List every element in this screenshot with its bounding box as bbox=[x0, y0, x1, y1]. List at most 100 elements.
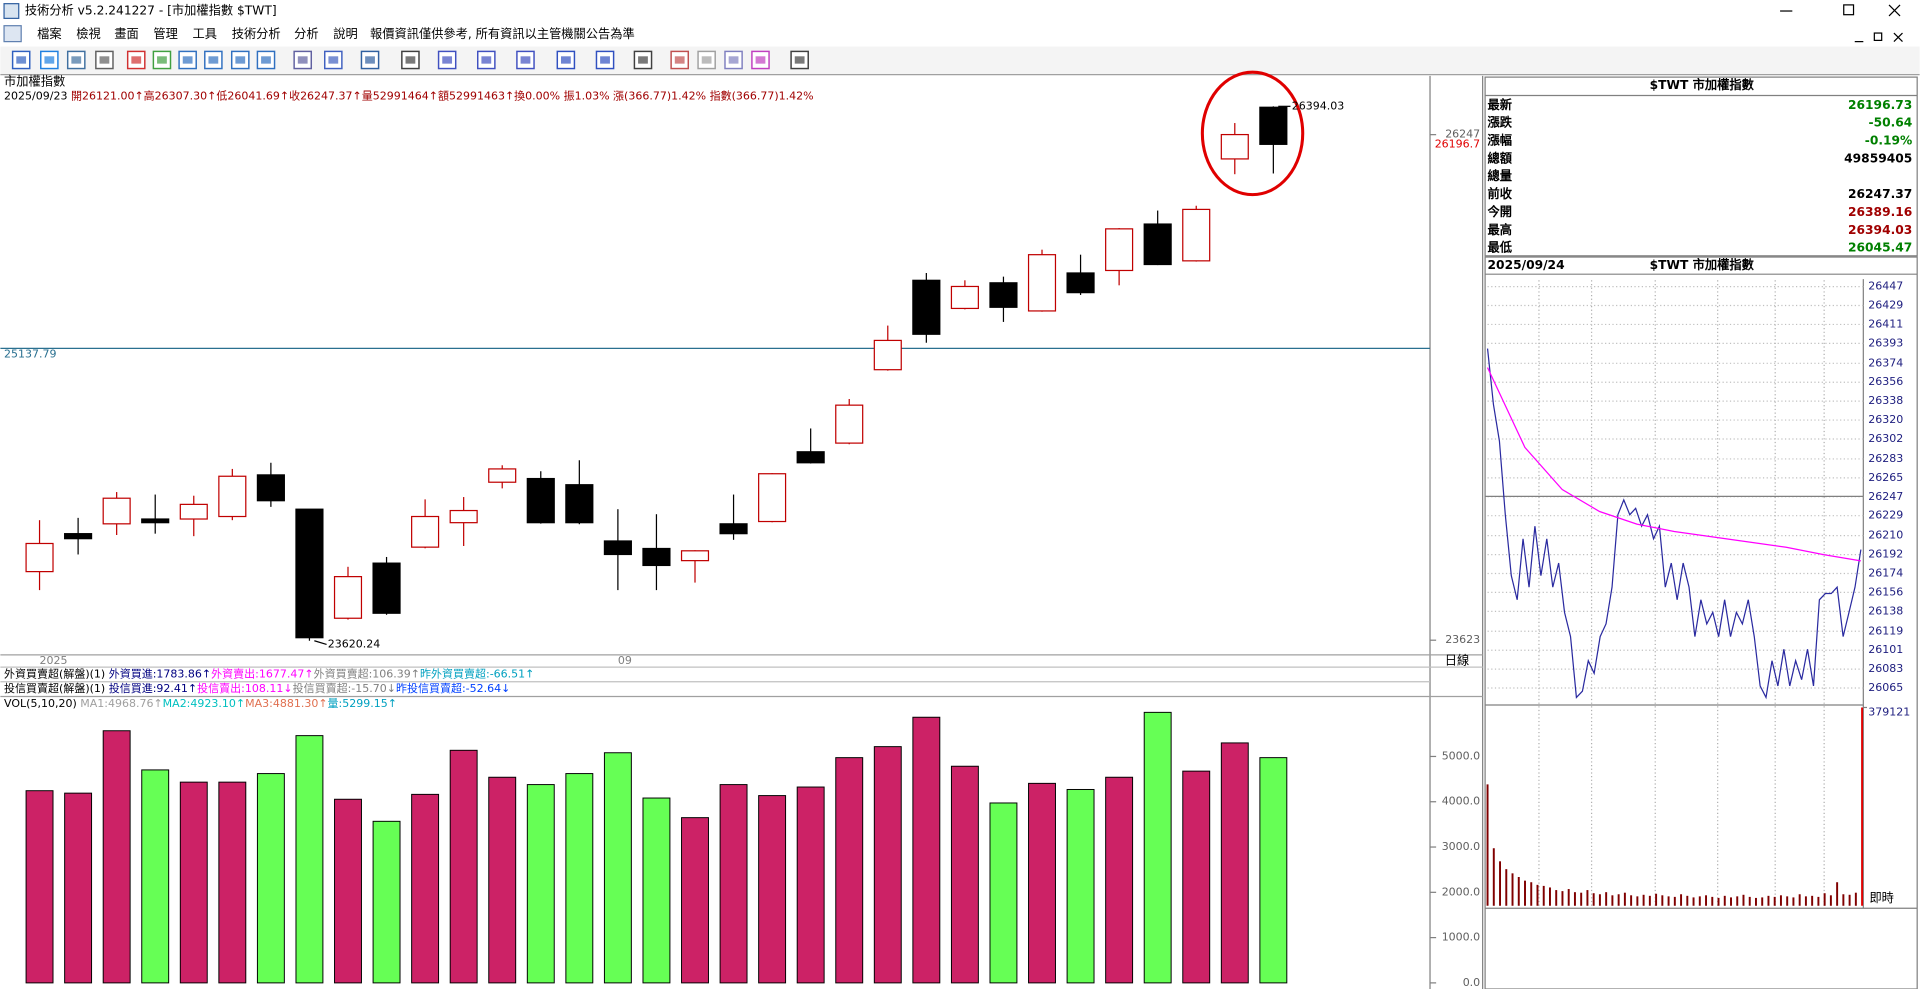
candle-body bbox=[295, 508, 324, 639]
volume-bar bbox=[950, 765, 979, 984]
candle-body bbox=[141, 518, 170, 524]
close-button[interactable] bbox=[1888, 4, 1901, 17]
volume-bar bbox=[989, 802, 1018, 984]
volume-bar bbox=[565, 773, 594, 984]
indicator-value: 投信買賣超:-15.70↓ bbox=[293, 681, 396, 695]
low-label-leader bbox=[314, 640, 327, 645]
volume-bar bbox=[25, 790, 54, 984]
candle-body bbox=[989, 282, 1018, 308]
volume-bar bbox=[719, 784, 748, 984]
y-tick-label: 4000.0 bbox=[1442, 795, 1481, 808]
tool-icon bbox=[481, 56, 492, 64]
quote-value: 26247.37 bbox=[1848, 187, 1912, 201]
quote-label: 最高 bbox=[1488, 222, 1512, 237]
tool-icon bbox=[16, 56, 27, 64]
menu-item[interactable]: 管理 bbox=[153, 26, 177, 41]
quote-label: 總額 bbox=[1488, 150, 1513, 165]
volume-bar bbox=[642, 797, 671, 984]
candle-body bbox=[1066, 272, 1095, 294]
indicator-value: 外資買賣超:106.39↑ bbox=[314, 666, 420, 680]
menu-item[interactable]: 技術分析 bbox=[232, 27, 281, 41]
candle-body bbox=[680, 550, 710, 562]
reference-label: 25137.79 bbox=[4, 347, 57, 360]
volume-bar bbox=[1220, 742, 1249, 984]
x-tick-label: 2025 bbox=[40, 654, 68, 667]
menu-item[interactable]: 檢視 bbox=[76, 26, 100, 41]
volume-bar bbox=[1028, 782, 1056, 984]
volume-bar bbox=[681, 817, 709, 984]
candle-body bbox=[719, 523, 748, 535]
menu-item[interactable]: 畫面 bbox=[114, 26, 138, 41]
quote-value: 26196.73 bbox=[1848, 98, 1912, 112]
tool-icon bbox=[44, 56, 55, 64]
menu-item[interactable]: 工具 bbox=[193, 27, 217, 41]
menu-item[interactable]: 檔案 bbox=[37, 26, 61, 41]
y-tick-label: 26229 bbox=[1868, 509, 1903, 522]
tool-icon bbox=[261, 56, 271, 64]
candle-body bbox=[1220, 133, 1249, 160]
intraday-panel bbox=[1484, 256, 1918, 989]
info-values: 開26121.00↑高26307.30↑低26041.69↑收26247.37↑… bbox=[71, 89, 814, 103]
quote-value: 26045.47 bbox=[1848, 241, 1912, 255]
quote-label: 總量 bbox=[1488, 168, 1512, 183]
candle-body bbox=[64, 533, 93, 540]
tool-icon bbox=[235, 56, 246, 64]
intraday-line bbox=[1486, 367, 1861, 562]
volume-bar bbox=[1143, 711, 1172, 984]
candle-body bbox=[1182, 208, 1211, 262]
candle-body bbox=[1259, 106, 1288, 145]
toolbar bbox=[0, 46, 1920, 75]
y-tick-label: 26338 bbox=[1868, 394, 1903, 407]
mdi-close[interactable] bbox=[1893, 32, 1903, 43]
candle-body bbox=[526, 477, 555, 524]
quote-label: 漲跌 bbox=[1488, 115, 1513, 130]
y-tick-label: 1000.0 bbox=[1442, 931, 1481, 944]
y-tick-label: 26065 bbox=[1868, 681, 1903, 694]
menu-item[interactable]: 分析 bbox=[294, 27, 318, 41]
indicator-value: VOL(5,10,20) bbox=[4, 697, 80, 710]
volume-bar bbox=[295, 735, 324, 984]
menu-bar bbox=[0, 22, 1920, 47]
candle-body bbox=[488, 468, 517, 483]
y-tick-label: 0.0 bbox=[1463, 976, 1481, 989]
quote-title: $TWT 市加權指數 bbox=[1650, 77, 1755, 92]
volume-bar bbox=[179, 781, 208, 984]
tool-icon bbox=[405, 56, 416, 64]
candle-body bbox=[603, 540, 632, 556]
volume-bar bbox=[603, 752, 632, 984]
y-tick-label: 26265 bbox=[1868, 471, 1903, 484]
tool-icon bbox=[71, 56, 82, 64]
quote-value: -0.19% bbox=[1865, 134, 1913, 148]
tool-icon bbox=[560, 56, 571, 64]
candle-body bbox=[565, 484, 594, 524]
quote-label: 今開 bbox=[1487, 204, 1512, 219]
volume-bar bbox=[411, 793, 440, 984]
mdi-restore[interactable] bbox=[1873, 32, 1883, 42]
indicator-line: 投信買賣超(解盤)(1) 投信買進:92.41↑投信賣出:108.11↓投信買賣… bbox=[4, 681, 510, 695]
volume-bar bbox=[449, 749, 478, 984]
volume-bar bbox=[873, 746, 902, 984]
restore-button[interactable] bbox=[1843, 4, 1855, 16]
tool-icon bbox=[182, 56, 193, 64]
quote-value: -50.64 bbox=[1868, 116, 1912, 130]
tool-icon bbox=[638, 56, 648, 64]
quote-value: 49859405 bbox=[1844, 151, 1912, 165]
candle-body bbox=[25, 542, 54, 573]
chart-name: 市加權指數 bbox=[4, 74, 65, 89]
indicator-value: MA2:4923.10↑ bbox=[163, 697, 245, 710]
y-tick-label: 26356 bbox=[1868, 375, 1903, 388]
tool-icon bbox=[728, 56, 739, 64]
tool-icon bbox=[520, 56, 531, 64]
y-tick-label: 26192 bbox=[1868, 548, 1903, 561]
tool-icon bbox=[755, 56, 766, 64]
indicator-value: 投信買進:92.41↑ bbox=[109, 681, 197, 695]
intraday-date: 2025/09/24 bbox=[1488, 258, 1565, 272]
y-tick-label: 379121 bbox=[1868, 705, 1910, 718]
menu-item[interactable]: 說明 bbox=[333, 26, 357, 41]
volume-bar bbox=[102, 730, 131, 984]
y-tick-label: 26447 bbox=[1868, 280, 1903, 293]
app-icon bbox=[3, 3, 20, 19]
candle-body bbox=[333, 576, 363, 619]
